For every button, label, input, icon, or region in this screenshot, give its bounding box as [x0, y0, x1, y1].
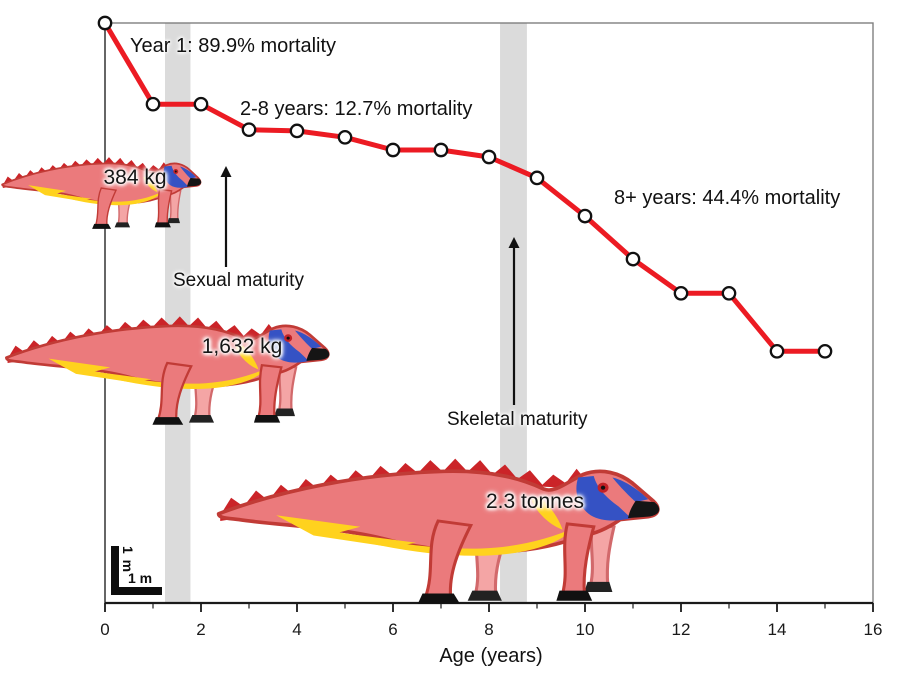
survivorship-line	[102, 20, 828, 354]
data-point-marker	[337, 129, 353, 145]
scale-bar-horizontal-label: 1 m	[128, 570, 153, 586]
year1-mortality-annotation: Year 1: 89.9% mortality	[130, 35, 337, 57]
x-tick-label: 0	[100, 620, 109, 639]
adult-weight-label: 2.3 tonnes	[485, 490, 585, 513]
data-point-marker	[577, 208, 593, 224]
sexual-maturity-arrow-head	[220, 166, 232, 177]
skeletal-maturity-label: Skeletal maturity	[447, 409, 588, 430]
data-point-marker	[529, 170, 545, 186]
data-point-marker	[481, 149, 497, 165]
adult-dinosaur-illustration	[216, 456, 662, 606]
data-point-marker	[145, 96, 161, 112]
data-point-marker	[673, 285, 689, 301]
x-tick-label: 8	[484, 620, 493, 639]
data-point-marker	[385, 142, 401, 158]
subadult-weight-label: 1,632 kg	[201, 335, 283, 358]
years-8-plus-mortality-annotation: 8+ years: 44.4% mortality	[614, 187, 841, 209]
sexual-maturity-band	[165, 23, 191, 603]
data-point-marker	[193, 96, 209, 112]
data-point-marker	[433, 142, 449, 158]
sexual-maturity-label: Sexual maturity	[173, 270, 304, 291]
data-point-marker	[97, 15, 113, 31]
data-point-marker	[289, 123, 305, 139]
x-tick-label: 16	[864, 620, 883, 639]
subadult-dinosaur-figure	[3, 298, 368, 428]
x-tick-label: 6	[388, 620, 397, 639]
x-axis-title: Age (years)	[439, 645, 543, 667]
years-2-8-mortality-annotation: 2-8 years: 12.7% mortality	[240, 98, 473, 120]
scale-bar-vertical-label: 1 m	[120, 546, 136, 574]
data-point-marker	[769, 343, 785, 359]
x-tick-label: 10	[576, 620, 595, 639]
x-tick-label: 12	[672, 620, 691, 639]
x-tick-label: 4	[292, 620, 301, 639]
scale-bar-vertical	[111, 546, 119, 595]
x-tick-label: 2	[196, 620, 205, 639]
adult-dinosaur-figure	[214, 434, 712, 608]
juvenile-weight-label: 384 kg	[103, 166, 167, 189]
data-point-marker	[625, 251, 641, 267]
data-point-marker	[241, 122, 257, 138]
x-tick-label: 14	[768, 620, 787, 639]
skeletal-maturity-arrow-head	[508, 237, 520, 248]
subadult-dinosaur-illustration	[4, 314, 331, 427]
scale-bar-horizontal	[111, 587, 162, 595]
data-point-marker	[721, 285, 737, 301]
data-point-marker	[817, 343, 833, 359]
